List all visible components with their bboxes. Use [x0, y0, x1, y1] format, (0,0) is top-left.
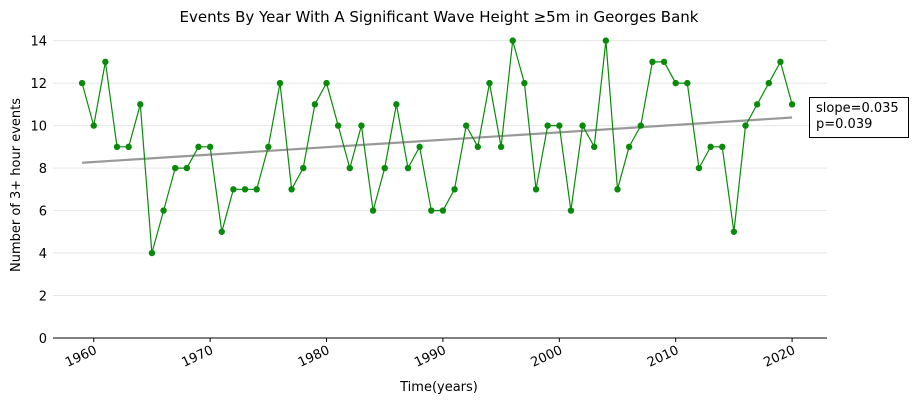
data-point [195, 143, 202, 151]
data-point [113, 143, 121, 151]
x-tick-label: 1970 [179, 343, 215, 371]
data-point [253, 186, 260, 193]
data-point [509, 37, 516, 44]
x-axis-label: Time(years) [399, 380, 478, 395]
slope-text: slope=0.035 [816, 101, 899, 116]
data-point [439, 207, 447, 214]
data-point [742, 122, 749, 129]
x-tick-label: 2020 [761, 343, 797, 371]
data-point [428, 207, 435, 214]
y-axis-label: Number of 3+ hour events [9, 98, 24, 272]
data-point [579, 122, 586, 129]
data-point [160, 207, 167, 214]
series-group [78, 37, 796, 257]
data-point [451, 186, 458, 193]
data-point [777, 58, 784, 66]
data-point [137, 101, 144, 108]
data-point [90, 122, 97, 129]
y-tick-label: 14 [30, 35, 47, 50]
data-point [521, 79, 528, 87]
data-point [730, 228, 738, 235]
trend-group [82, 116, 793, 164]
x-tick-label: 1990 [412, 343, 448, 371]
y-tick-label: 0 [39, 332, 47, 347]
data-point [381, 164, 388, 172]
data-point [684, 79, 691, 87]
data-point [660, 58, 668, 66]
data-point [346, 164, 353, 172]
data-point [556, 122, 563, 129]
y-tick-label: 4 [39, 247, 47, 262]
data-point [591, 143, 598, 151]
data-point [358, 122, 365, 129]
data-point [567, 207, 575, 214]
data-point [474, 143, 482, 151]
data-point [78, 79, 86, 87]
data-point [276, 79, 284, 87]
data-point [532, 186, 540, 193]
y-tick-label: 2 [39, 290, 47, 305]
data-point [183, 164, 191, 172]
data-point [602, 37, 610, 44]
data-point [265, 143, 272, 151]
x-tick-label: 1960 [63, 343, 99, 371]
data-point [241, 186, 249, 193]
stats-annotation: slope=0.035 p=0.039 [809, 97, 909, 138]
data-point [625, 143, 633, 151]
data-point [719, 143, 726, 151]
data-point [497, 143, 505, 151]
y-tick-label: 10 [30, 120, 47, 135]
data-point [672, 79, 679, 87]
data-point [300, 164, 307, 172]
y-ticks: 0 2 4 6 8 10 12 14 [30, 35, 47, 347]
data-point [334, 122, 342, 129]
data-point [637, 122, 644, 129]
data-point [404, 164, 412, 172]
y-tick-label: 6 [39, 205, 47, 220]
y-tick-label: 12 [30, 77, 47, 92]
data-point [218, 228, 225, 235]
data-point [125, 143, 132, 151]
x-tick-label: 2010 [645, 343, 681, 371]
data-point [369, 207, 377, 214]
data-point [311, 101, 319, 108]
data-point [230, 186, 237, 193]
data-point [206, 143, 214, 151]
trend-line [82, 116, 793, 164]
series-line [81, 40, 793, 254]
data-point [416, 143, 423, 151]
x-tick-label: 1980 [296, 343, 332, 371]
x-ticks: 1960 1970 1980 1990 2000 2010 2020 [63, 338, 798, 371]
data-point [753, 101, 761, 108]
data-point [393, 101, 400, 108]
data-point [323, 79, 330, 87]
x-tick-label: 2000 [529, 343, 565, 371]
data-point [649, 58, 656, 66]
chart-title: Events By Year With A Significant Wave H… [180, 8, 699, 26]
data-point [148, 249, 156, 257]
y-tick-label: 8 [39, 162, 47, 177]
p-value-text: p=0.039 [816, 117, 873, 132]
data-point [614, 186, 621, 193]
data-point [486, 79, 493, 87]
data-point [788, 101, 796, 108]
data-point [544, 122, 551, 129]
data-point [707, 143, 714, 151]
data-point [102, 58, 109, 66]
data-point [462, 122, 470, 129]
data-point [695, 164, 703, 172]
data-point [172, 164, 179, 172]
data-point [765, 79, 773, 87]
data-point [288, 186, 295, 193]
